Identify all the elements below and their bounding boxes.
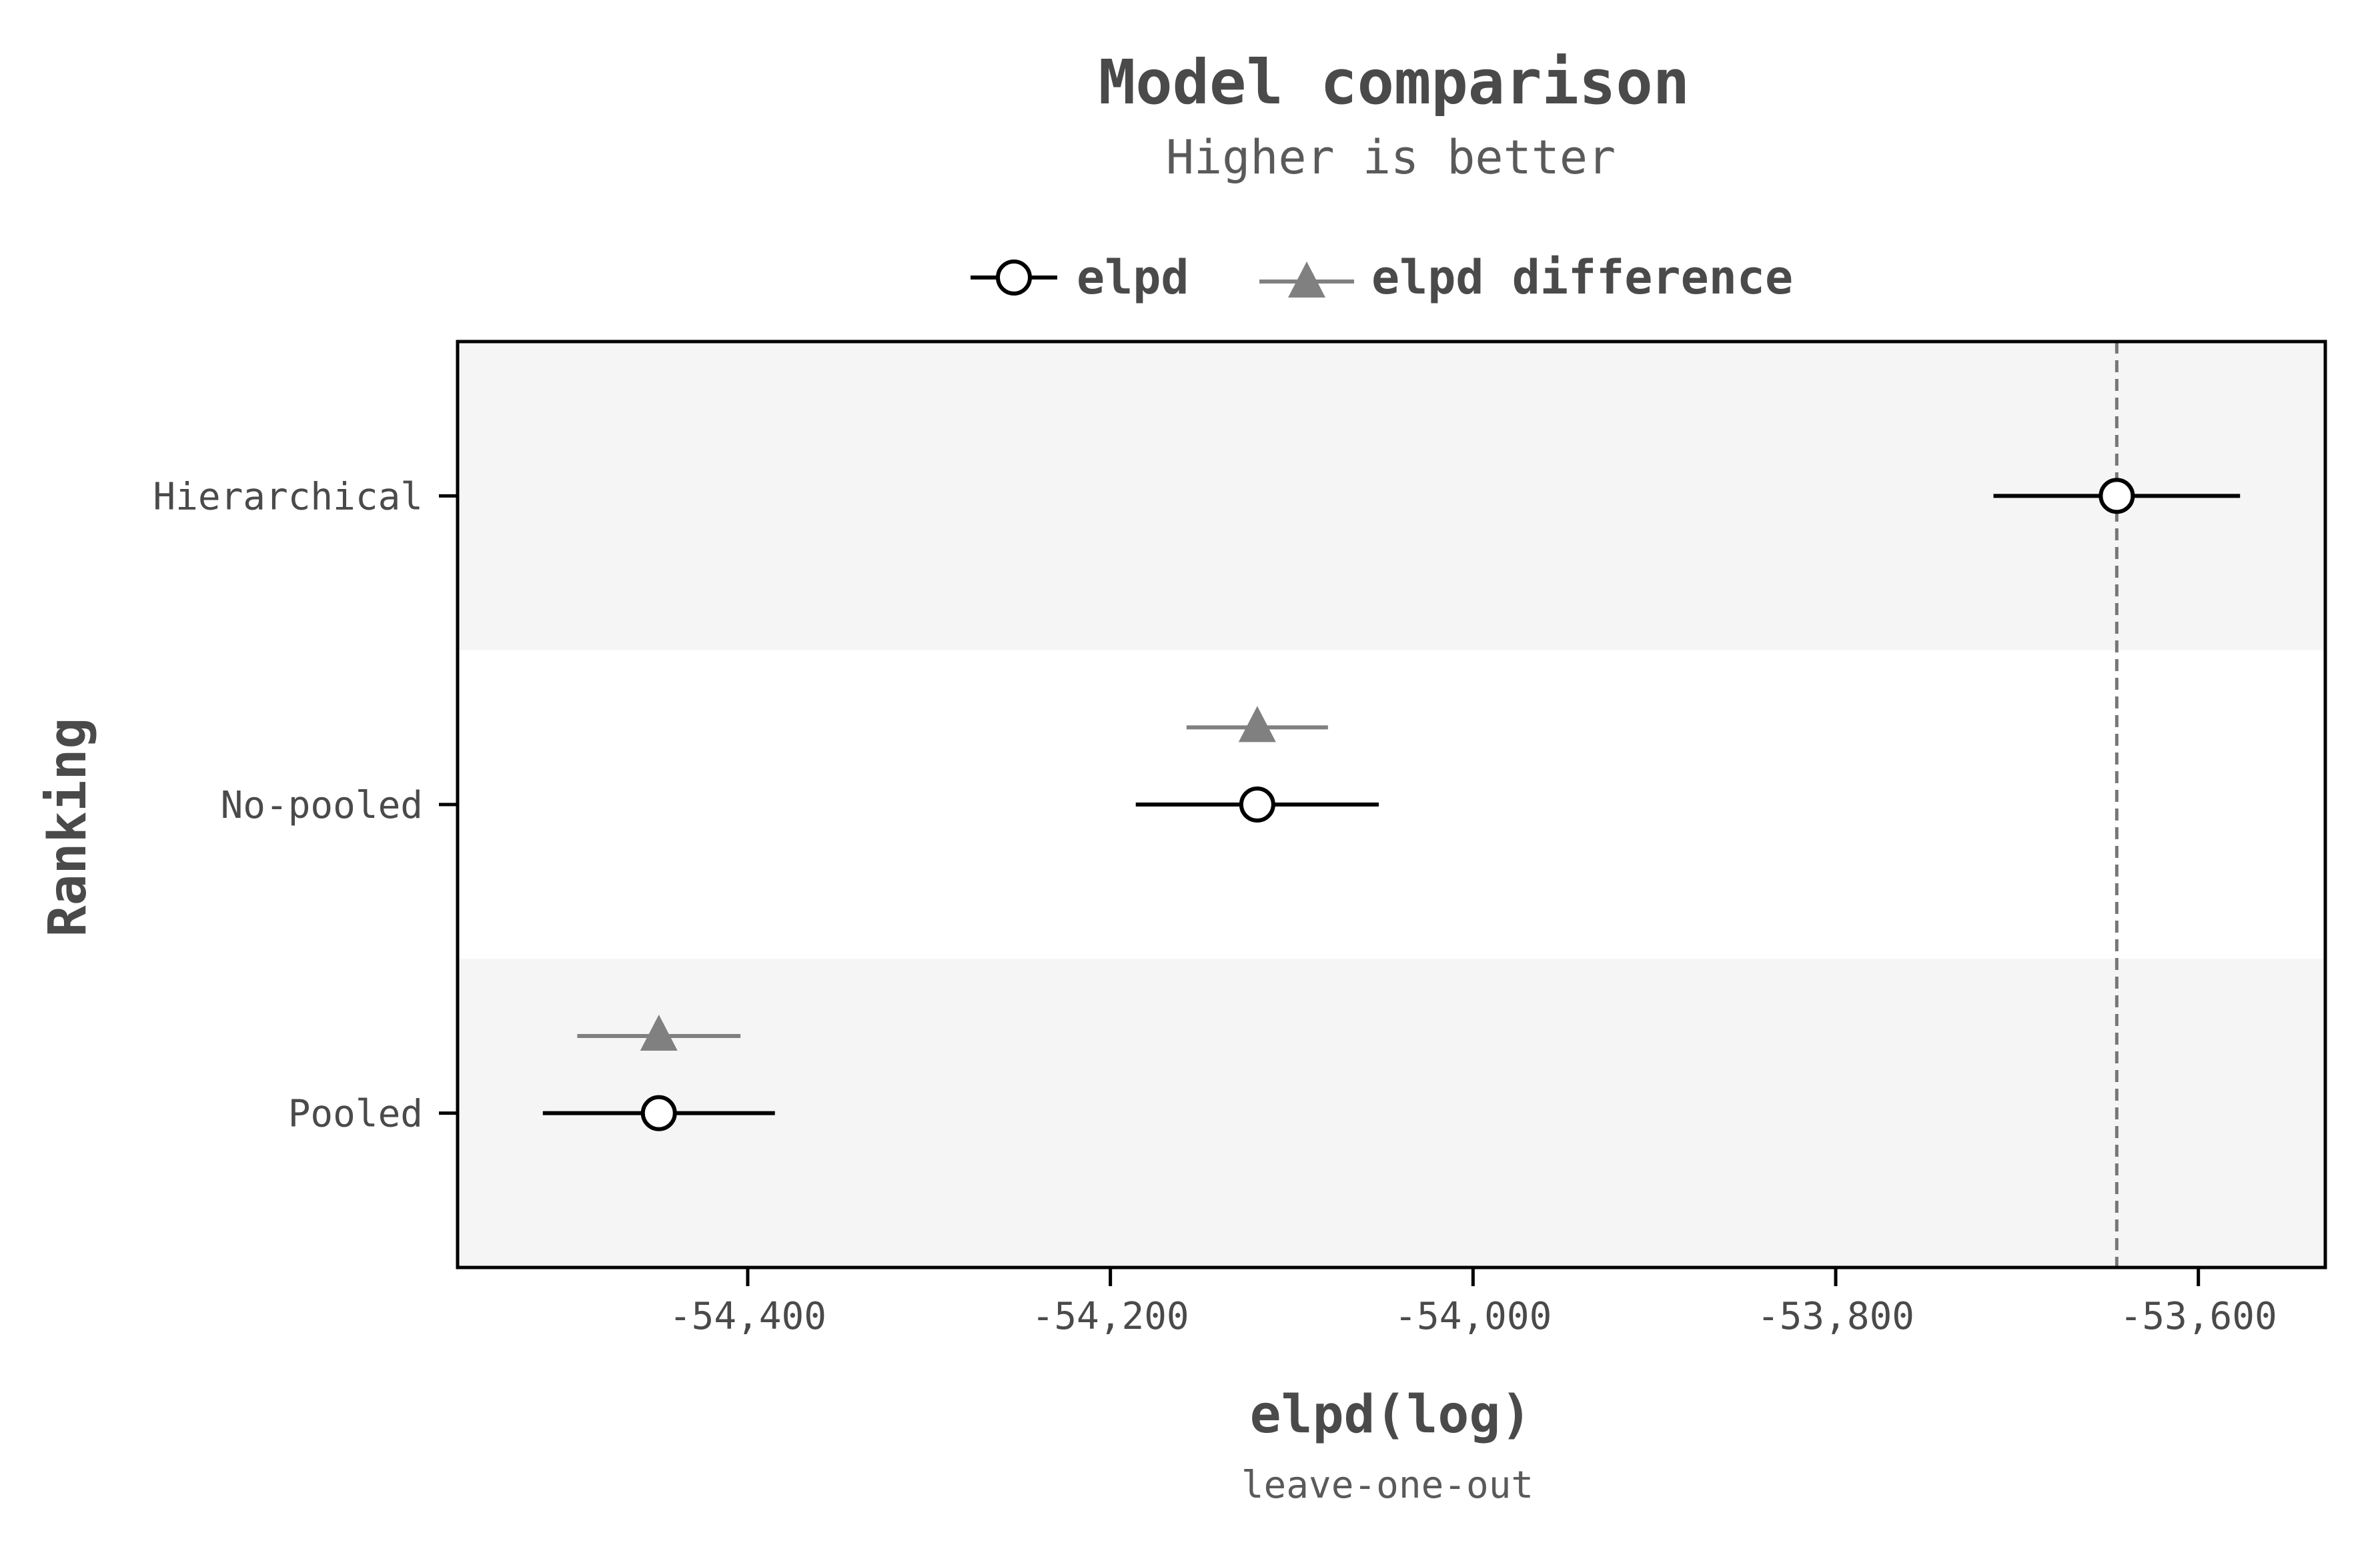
x-tick-label: -53,600 — [2120, 1295, 2277, 1338]
legend: elpd elpd difference — [971, 250, 1793, 305]
legend-elpd-marker — [996, 260, 1032, 296]
x-axis-title: elpd(log) — [1250, 1385, 1532, 1445]
x-axis-subtitle: leave-one-out — [1241, 1464, 1534, 1507]
elpd-pooled-marker — [640, 1095, 677, 1131]
x-tick-label: -54,400 — [669, 1295, 826, 1338]
diff-pooled-marker — [640, 1015, 678, 1051]
y-tick-label: Hierarchical — [153, 475, 423, 518]
diff-no-pooled-marker — [1238, 706, 1276, 742]
y-axis-title: Ranking — [38, 718, 98, 937]
elpd-no-pooled-marker — [1239, 787, 1275, 823]
plot-area: Hierarchical No-pooled Pooled -54,400 -54,20… — [153, 340, 2327, 1338]
x-tick-label: -54,000 — [1394, 1295, 1552, 1338]
chart-subtitle: Higher is better — [1166, 130, 1616, 185]
band-no-pooled — [458, 650, 2325, 959]
y-tick-label: No-pooled — [221, 784, 423, 827]
chart-title: Model comparison — [1099, 47, 1690, 118]
y-tick-label: Pooled — [288, 1093, 423, 1136]
x-tick-label: -54,200 — [1032, 1295, 1189, 1338]
elpd-hierarchical-marker — [2099, 478, 2135, 514]
x-tick-label: -53,800 — [1757, 1295, 1914, 1338]
legend-elpd-label: elpd — [1077, 250, 1189, 305]
legend-diff-marker — [1288, 262, 1325, 298]
legend-diff-label: elpd difference — [1371, 250, 1793, 305]
